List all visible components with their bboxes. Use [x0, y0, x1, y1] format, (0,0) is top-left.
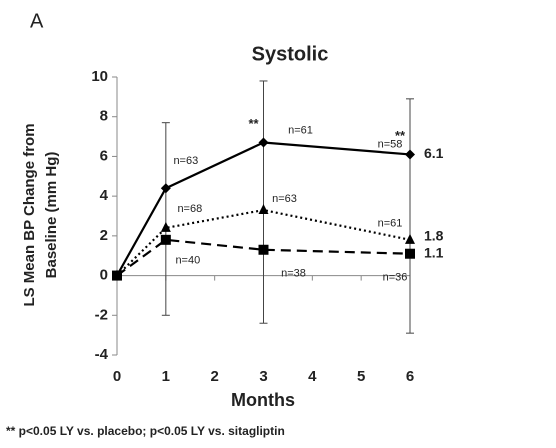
y-tick-label: 4	[100, 187, 109, 204]
x-tick-label: 3	[259, 368, 267, 385]
marker	[258, 204, 269, 215]
x-tick-label: 0	[113, 368, 121, 385]
marker	[112, 270, 122, 281]
n-label: n=61	[378, 218, 403, 230]
x-tick-label: 5	[357, 368, 365, 385]
marker	[405, 149, 415, 160]
n-label: n=38	[281, 268, 306, 280]
y-axis-label: LS Mean BP Change from	[21, 123, 38, 306]
marker	[160, 221, 171, 232]
marker	[160, 234, 171, 245]
n-label: n=36	[383, 272, 408, 284]
marker	[258, 244, 269, 255]
significance-label: **	[248, 116, 259, 131]
marker	[405, 233, 415, 244]
y-tick-label: 0	[100, 267, 108, 284]
marker	[160, 183, 171, 194]
end-value-label: 1.1	[424, 244, 444, 260]
n-label: n=58	[378, 138, 403, 150]
y-tick-label: 10	[91, 68, 108, 85]
x-tick-label: 4	[308, 368, 317, 385]
y-axis-label: Baseline (mm Hg)	[43, 152, 60, 279]
x-axis-label: Months	[231, 390, 295, 410]
x-tick-label: 2	[210, 368, 218, 385]
series-line	[116, 141, 411, 277]
x-tick-label: 6	[406, 368, 414, 385]
n-label: n=68	[177, 203, 202, 215]
marker	[258, 137, 269, 148]
y-tick-label: -2	[95, 306, 108, 323]
n-label: n=40	[175, 255, 200, 267]
y-tick-label: 8	[100, 108, 108, 125]
end-value-label: 6.1	[424, 145, 444, 161]
end-value-label: 1.8	[424, 228, 444, 244]
x-tick-label: 1	[162, 368, 170, 385]
n-label: n=61	[288, 124, 313, 136]
series-line	[116, 238, 411, 277]
chart-title: Systolic	[252, 43, 329, 65]
significance-label: **	[395, 128, 406, 143]
panel-label: A	[30, 10, 44, 32]
n-label: n=63	[173, 155, 198, 167]
footnote: ** p<0.05 LY vs. placebo; p<0.05 LY vs. …	[6, 424, 285, 438]
y-tick-label: -4	[95, 346, 109, 363]
n-label: n=63	[272, 193, 297, 205]
marker	[405, 248, 415, 259]
y-tick-label: 2	[100, 227, 108, 244]
y-tick-label: 6	[100, 147, 108, 164]
